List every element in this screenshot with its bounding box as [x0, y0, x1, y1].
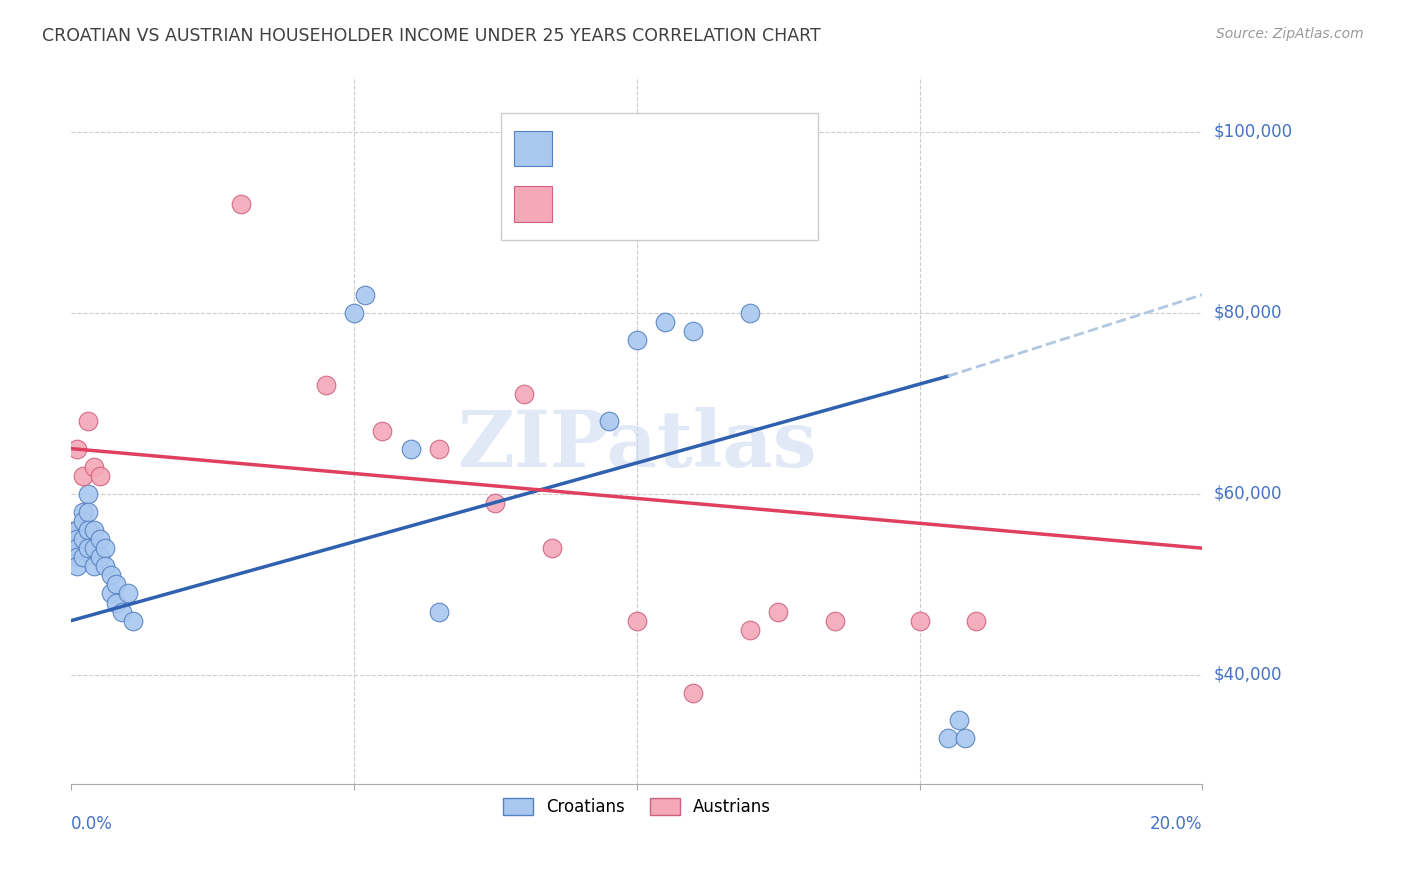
Point [399, 442, 422, 456]
Point [738, 306, 761, 320]
Point [83, 541, 105, 556]
Point [936, 731, 959, 746]
Point [953, 731, 976, 746]
Point [77, 541, 100, 556]
Point [83, 523, 105, 537]
Point [94, 559, 117, 574]
Point [72, 468, 94, 483]
Point [100, 586, 122, 600]
Point [484, 496, 506, 510]
Point [371, 424, 394, 438]
Point [738, 623, 761, 637]
Point [83, 459, 105, 474]
Point [626, 614, 648, 628]
Point [94, 541, 117, 556]
Point [948, 713, 970, 727]
Legend: Croatians, Austrians: Croatians, Austrians [495, 789, 779, 825]
Point [66, 541, 89, 556]
Point [77, 523, 100, 537]
Point [682, 324, 704, 338]
Point [77, 505, 100, 519]
Point [229, 197, 252, 211]
Point [66, 442, 89, 456]
Point [541, 541, 564, 556]
Point [66, 559, 89, 574]
Text: $80,000: $80,000 [1213, 304, 1282, 322]
Point [766, 605, 789, 619]
Point [354, 287, 377, 301]
Point [315, 378, 337, 392]
Point [66, 550, 89, 565]
Point [427, 442, 450, 456]
Point [89, 550, 111, 565]
Point [824, 614, 846, 628]
Point [89, 468, 111, 483]
Point [626, 333, 648, 347]
Text: Source: ZipAtlas.com: Source: ZipAtlas.com [1216, 27, 1364, 41]
Text: $60,000: $60,000 [1213, 485, 1282, 503]
Text: $40,000: $40,000 [1213, 666, 1282, 684]
Point [598, 414, 620, 428]
Point [72, 550, 94, 565]
Point [77, 414, 100, 428]
Point [965, 614, 987, 628]
Point [427, 605, 450, 619]
Point [105, 577, 128, 591]
Point [908, 614, 931, 628]
Point [66, 523, 89, 537]
Point [105, 595, 128, 609]
Point [77, 487, 100, 501]
Point [83, 559, 105, 574]
Point [512, 387, 534, 401]
Text: 20.0%: 20.0% [1150, 815, 1202, 833]
Point [111, 605, 134, 619]
Point [60, 532, 83, 546]
Point [654, 315, 676, 329]
Text: ZIPatlas: ZIPatlas [457, 407, 817, 483]
Text: $100,000: $100,000 [1213, 123, 1292, 141]
Point [72, 505, 94, 519]
Text: 0.0%: 0.0% [72, 815, 112, 833]
Point [682, 686, 704, 700]
Point [100, 568, 122, 582]
Point [72, 532, 94, 546]
Point [117, 586, 139, 600]
Point [122, 614, 145, 628]
Point [72, 514, 94, 528]
Text: CROATIAN VS AUSTRIAN HOUSEHOLDER INCOME UNDER 25 YEARS CORRELATION CHART: CROATIAN VS AUSTRIAN HOUSEHOLDER INCOME … [42, 27, 821, 45]
Point [343, 306, 366, 320]
Point [89, 532, 111, 546]
Point [66, 532, 89, 546]
